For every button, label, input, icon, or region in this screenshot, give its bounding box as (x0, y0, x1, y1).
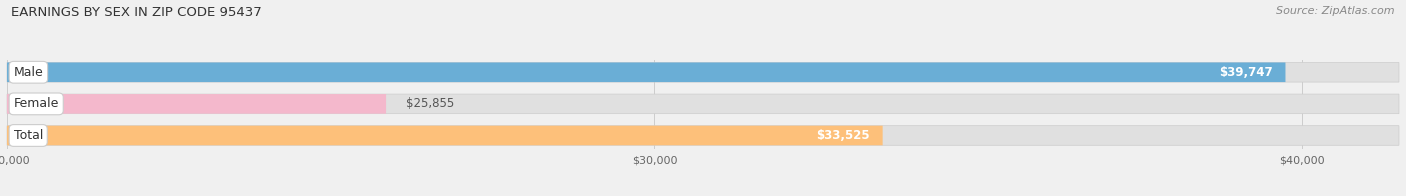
Text: $39,747: $39,747 (1219, 66, 1272, 79)
FancyBboxPatch shape (7, 94, 387, 114)
Text: Source: ZipAtlas.com: Source: ZipAtlas.com (1277, 6, 1395, 16)
Text: Total: Total (14, 129, 42, 142)
Text: Male: Male (14, 66, 44, 79)
Text: Female: Female (14, 97, 59, 110)
Text: $25,855: $25,855 (405, 97, 454, 110)
FancyBboxPatch shape (7, 94, 1399, 114)
Text: $33,525: $33,525 (815, 129, 870, 142)
FancyBboxPatch shape (7, 63, 1285, 82)
FancyBboxPatch shape (7, 63, 1399, 82)
FancyBboxPatch shape (7, 126, 883, 145)
FancyBboxPatch shape (7, 126, 1399, 145)
Text: EARNINGS BY SEX IN ZIP CODE 95437: EARNINGS BY SEX IN ZIP CODE 95437 (11, 6, 262, 19)
